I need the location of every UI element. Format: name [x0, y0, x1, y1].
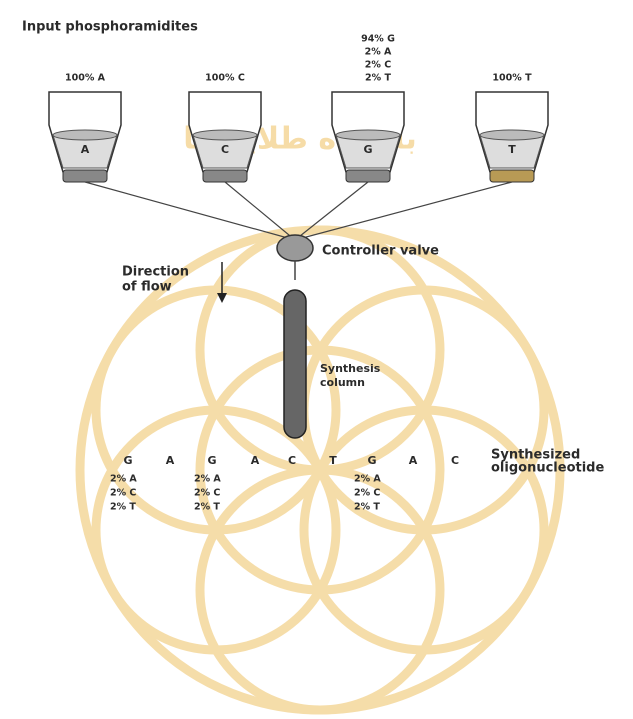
mix-label: 2% C	[110, 488, 136, 499]
feed-line	[84, 181, 296, 241]
feed-line	[224, 181, 296, 241]
mix-label: 2% T	[194, 502, 220, 513]
mix-label: 2% A	[194, 474, 221, 485]
bottle-label: 100% A	[65, 73, 106, 84]
bottle-label: 100% T	[492, 73, 532, 84]
feed-line	[294, 181, 513, 241]
bottle-label: 2% C	[365, 60, 391, 71]
nucleotide: C	[288, 454, 296, 467]
liquid-top	[335, 129, 401, 141]
mix-label: 2% A	[354, 474, 381, 485]
nucleotide: G	[123, 454, 132, 467]
nucleotide: A	[166, 454, 175, 467]
bottle-cap	[489, 169, 535, 183]
mix-label: 2% A	[110, 474, 137, 485]
liquid-top	[52, 129, 118, 141]
flow-label: Direction	[122, 265, 189, 280]
bottle-label: 2% A	[365, 47, 392, 58]
nucleotide: C	[451, 454, 459, 467]
bottle-label: 94% G	[361, 34, 395, 45]
bottle-cap	[345, 169, 391, 183]
watermark-circles	[75, 225, 565, 715]
mix-label: 2% T	[354, 502, 380, 513]
nucleotide: G	[367, 454, 376, 467]
flow-label: of flow	[122, 280, 172, 295]
nucleotide: A	[409, 454, 418, 467]
bottle-label: 2% T	[365, 73, 391, 84]
bottle-cap	[202, 169, 248, 183]
feed-line	[294, 181, 369, 241]
column	[283, 289, 307, 439]
valve	[276, 234, 314, 262]
bottle-cap	[62, 169, 108, 183]
bottle-letter: C	[221, 143, 229, 156]
column-label: column	[320, 376, 365, 389]
valve-label: Controller valve	[322, 244, 439, 259]
flow-arrowhead	[217, 293, 227, 303]
bottle-letter: A	[81, 143, 90, 156]
nucleotide: A	[251, 454, 260, 467]
title: Input phosphoramidites	[22, 20, 198, 35]
liquid-top	[479, 129, 545, 141]
column-label: Synthesis	[320, 362, 381, 375]
bottle-label: 100% C	[205, 73, 245, 84]
mix-label: 2% C	[194, 488, 220, 499]
product-label: oligonucleotide	[491, 461, 604, 476]
mix-label: 2% C	[354, 488, 380, 499]
nucleotide: T	[329, 454, 337, 467]
liquid-top	[192, 129, 258, 141]
bottle-letter: G	[363, 143, 372, 156]
mix-label: 2% T	[110, 502, 136, 513]
product-label: Synthesized	[491, 448, 580, 463]
nucleotide: G	[207, 454, 216, 467]
bottle-letter: T	[508, 143, 516, 156]
